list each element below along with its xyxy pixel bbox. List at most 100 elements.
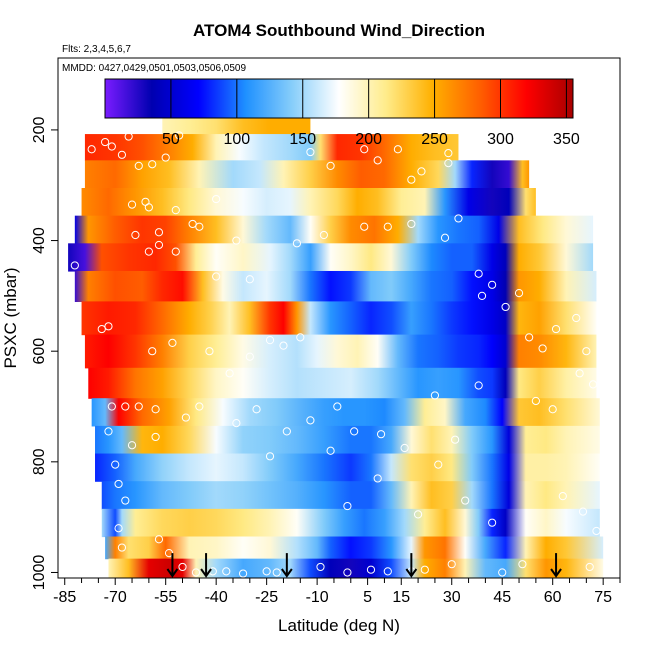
observation-circle	[501, 302, 510, 312]
plot-frame	[57, 57, 621, 579]
observation-circle	[245, 352, 254, 361]
observation-circle	[232, 419, 241, 428]
observation-circle	[121, 402, 130, 411]
observation-circle	[175, 131, 184, 140]
observation-circle	[413, 510, 423, 519]
observation-circle	[171, 206, 180, 215]
colorbar-tick-label: 150	[289, 131, 316, 148]
observation-circle	[104, 427, 113, 436]
observation-circle	[104, 322, 113, 331]
observation-circle	[306, 416, 315, 425]
observation-circle	[444, 159, 453, 168]
observation-circle	[518, 560, 527, 569]
heatmap-layers	[68, 113, 604, 578]
observation-circle	[514, 289, 524, 298]
observation-circle	[420, 565, 429, 574]
observation-circle	[265, 336, 275, 345]
observation-circle	[114, 524, 123, 533]
dates-subtitle: MMDD: 0427,0429,0501,0503,0506,0509	[62, 63, 246, 74]
x-axis: -85 -70 -55 -40 -25 -10 5 15 30 45 60 75	[53, 578, 621, 606]
observation-circle	[97, 324, 106, 334]
observation-circle	[151, 405, 160, 414]
y-tick-label: 200	[31, 116, 48, 143]
colorbar-tick-label: 100	[223, 131, 250, 148]
observation-circle	[588, 380, 598, 389]
x-tick-label: -70	[104, 589, 127, 606]
observation-circle	[551, 324, 561, 334]
observation-circle	[558, 492, 567, 501]
observation-circle	[87, 145, 96, 154]
x-tick-label: -85	[53, 589, 76, 606]
observation-circle	[114, 479, 123, 489]
observation-circle	[373, 156, 382, 165]
colorbar-tick-label: 300	[487, 131, 514, 148]
heatmap-layer	[74, 215, 594, 244]
observation-circle	[292, 239, 302, 248]
heatmap-layer	[68, 243, 594, 272]
colorbar-tick-label: 200	[355, 131, 382, 148]
profile-arrow-head	[166, 568, 179, 578]
observation-circle	[461, 496, 470, 505]
observation-circle	[171, 247, 180, 256]
observation-circle	[525, 333, 534, 342]
x-tick-label: -10	[306, 589, 329, 606]
observation-circle	[333, 402, 342, 411]
observation-circle	[148, 160, 157, 169]
x-tick-label: 60	[544, 589, 562, 606]
observation-circle	[245, 275, 254, 284]
observation-circle	[306, 147, 315, 157]
observation-circle	[117, 543, 127, 552]
observation-circle	[407, 175, 416, 184]
observation-circle	[232, 236, 241, 245]
observation-circle	[417, 167, 426, 176]
observation-circle	[488, 518, 497, 527]
observation-circle	[101, 137, 110, 147]
colorbar-bar	[104, 78, 574, 119]
heatmap-layer	[88, 367, 597, 399]
observation-circle	[407, 219, 416, 229]
observation-circle	[444, 149, 453, 158]
heatmap-layer	[84, 134, 459, 161]
observation-circle	[582, 347, 591, 356]
observation-circle	[531, 396, 540, 406]
observation-circle	[107, 402, 116, 411]
observation-circle	[366, 565, 376, 574]
observation-circle	[383, 567, 392, 576]
heatmap-layer	[101, 508, 600, 538]
observation-circle	[117, 150, 127, 159]
heatmap-layer	[84, 334, 597, 369]
observation-circle	[360, 145, 369, 154]
observation-circle	[124, 132, 133, 141]
observation-circle	[279, 341, 288, 350]
x-tick-label: -25	[255, 589, 278, 606]
observation-circle	[474, 269, 483, 278]
observation-circle	[400, 443, 409, 453]
x-tick-label: -55	[154, 589, 177, 606]
colorbar: 50 100 150 200 250 300 350	[104, 78, 580, 148]
observation-circle	[205, 347, 214, 356]
observation-circle	[350, 427, 359, 436]
x-tick-label: 5	[363, 589, 372, 606]
observation-circle	[434, 460, 443, 469]
observation-circle	[488, 280, 497, 289]
observation-circle	[127, 200, 137, 209]
observation-circle	[111, 460, 120, 469]
observation-circle	[326, 446, 335, 455]
observation-circle	[181, 413, 190, 422]
observation-circle	[272, 568, 281, 577]
chart-title: ATOM4 Southbound Wind_Direction	[193, 21, 485, 40]
observation-circle	[343, 568, 352, 577]
observation-circle	[575, 369, 584, 378]
observation-circle	[238, 569, 248, 578]
observation-circle	[168, 338, 177, 347]
observation-circle	[222, 567, 231, 576]
observation-circle	[451, 435, 460, 444]
heatmap-layer	[105, 536, 604, 560]
y-axis: 200 400 600 800 1000	[31, 116, 58, 590]
observation-circle	[225, 369, 234, 378]
observation-circle	[252, 405, 261, 414]
observation-circle	[282, 427, 291, 436]
observation-circle	[212, 194, 221, 204]
observation-circle	[548, 405, 557, 414]
observation-circle	[191, 568, 201, 577]
